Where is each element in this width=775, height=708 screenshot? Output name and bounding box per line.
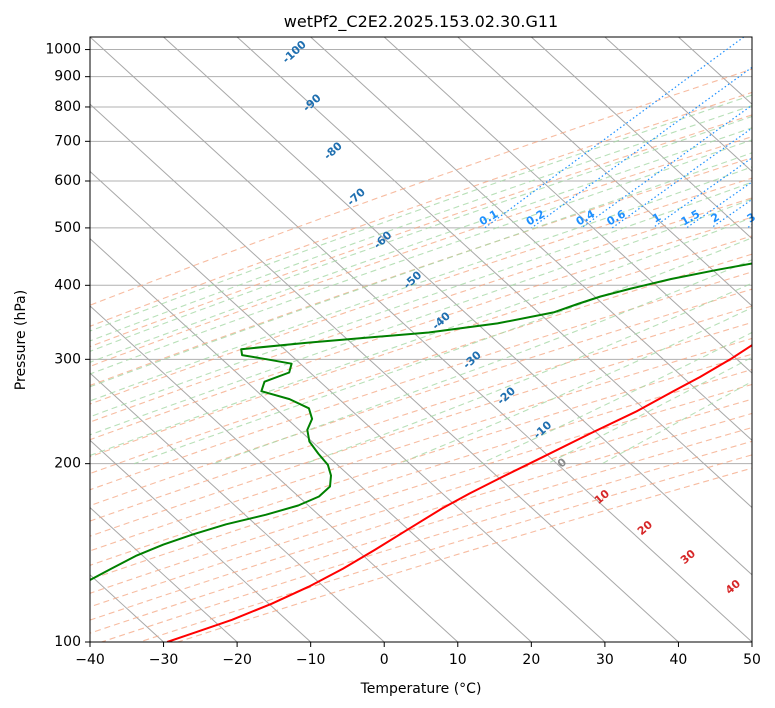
y-tick-label: 900 <box>54 69 81 85</box>
x-axis-label: Temperature (°C) <box>360 681 482 697</box>
isotherm-line <box>90 506 238 642</box>
isotherm-line <box>604 37 752 173</box>
y-tick-label: 200 <box>54 456 81 472</box>
x-axis-ticks: −40 −30 −20 −10 0 10 20 30 40 50 <box>75 642 761 668</box>
dry-adiabat-line <box>90 235 752 458</box>
moist-adiabat-line <box>133 237 752 465</box>
x-tick-label: 10 <box>449 652 467 668</box>
mixing-ratio-line <box>581 104 752 229</box>
dry-adiabat-line <box>90 68 752 306</box>
isotherm-line <box>236 37 752 509</box>
dewpoint-line <box>90 262 752 582</box>
moist-adiabat-line <box>90 94 752 332</box>
plot-frame <box>89 36 753 643</box>
dry-adiabat-line <box>90 216 752 441</box>
x-tick-label: 40 <box>670 652 688 668</box>
mixing-ratio-line <box>531 66 752 229</box>
y-axis-label: Pressure (hPa) <box>13 290 29 390</box>
y-tick-label: 400 <box>54 277 81 293</box>
dry-adiabat-line <box>90 353 752 566</box>
mixing-ratio-line <box>484 37 745 229</box>
x-tick-label: 0 <box>380 652 389 668</box>
background-lines <box>90 37 752 642</box>
x-tick-label: −20 <box>222 652 252 668</box>
dry-adiabat-line <box>90 321 752 537</box>
isotherm-line <box>90 170 606 642</box>
moist-adiabat-line <box>90 104 752 342</box>
isotherm-line <box>163 37 752 576</box>
dry-adiabat-line <box>90 91 752 327</box>
isotherm-line <box>90 372 385 642</box>
dry-adiabat-line <box>90 177 752 405</box>
y-tick-label: 600 <box>54 173 81 189</box>
y-tick-label: 700 <box>54 133 81 149</box>
moist-adiabat-line <box>90 166 752 402</box>
moist-adiabat-line <box>90 127 752 363</box>
mixing-ratio-line <box>652 157 752 229</box>
y-axis-ticks: 100 200 300 400 500 600 700 800 900 1000 <box>45 42 90 650</box>
x-tick-label: 50 <box>743 652 761 668</box>
y-tick-label: 1000 <box>45 42 81 58</box>
x-tick-label: −30 <box>149 652 179 668</box>
temperature-line <box>166 343 752 642</box>
moist-adiabat-line <box>90 181 752 418</box>
isotherm-line <box>751 37 752 38</box>
y-tick-label: 500 <box>54 220 81 236</box>
y-tick-label: 100 <box>54 634 81 650</box>
moist-adiabat-line <box>304 282 752 465</box>
isotherm-line <box>90 439 312 642</box>
mixing-ratio-label: 4 <box>771 210 775 225</box>
isotherm-line <box>90 305 459 642</box>
isotherm-line <box>383 37 752 374</box>
isotherm-line <box>90 237 532 642</box>
dry-adiabat-line <box>90 368 752 581</box>
x-tick-label: 20 <box>522 652 540 668</box>
dry-adiabat-line <box>90 114 752 348</box>
y-tick-label: 800 <box>54 99 81 115</box>
moist-adiabat-line <box>90 139 752 375</box>
dry-adiabat-line <box>90 271 752 491</box>
profile-lines <box>90 262 752 642</box>
y-tick-label: 300 <box>54 351 81 367</box>
x-tick-label: −10 <box>296 652 326 668</box>
moist-adiabat-line <box>90 115 752 352</box>
dry-adiabat-line <box>90 288 752 507</box>
isotherm-line <box>530 37 752 240</box>
isotherm-line <box>90 37 752 642</box>
x-tick-label: −40 <box>75 652 105 668</box>
x-tick-label: 30 <box>596 652 614 668</box>
dry-adiabat-line <box>90 136 752 367</box>
chart-title: wetPf2_C2E2.2025.153.02.30.G11 <box>284 12 558 32</box>
isotherm-line <box>457 37 752 307</box>
